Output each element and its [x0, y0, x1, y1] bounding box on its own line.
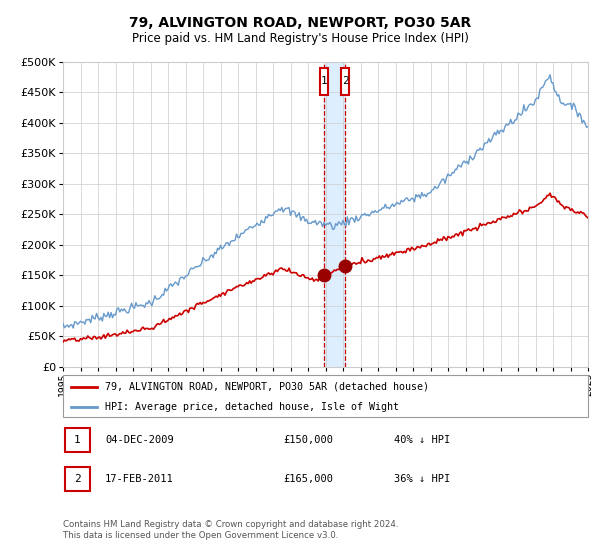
Text: Price paid vs. HM Land Registry's House Price Index (HPI): Price paid vs. HM Land Registry's House … [131, 32, 469, 45]
Text: 79, ALVINGTON ROAD, NEWPORT, PO30 5AR (detached house): 79, ALVINGTON ROAD, NEWPORT, PO30 5AR (d… [105, 381, 429, 391]
Text: £165,000: £165,000 [284, 474, 334, 484]
FancyBboxPatch shape [320, 68, 328, 95]
FancyBboxPatch shape [341, 68, 349, 95]
Text: HPI: Average price, detached house, Isle of Wight: HPI: Average price, detached house, Isle… [105, 402, 399, 412]
Text: 2: 2 [342, 76, 349, 86]
Text: 1: 1 [321, 76, 328, 86]
Text: 2: 2 [74, 474, 80, 484]
Text: This data is licensed under the Open Government Licence v3.0.: This data is licensed under the Open Gov… [63, 531, 338, 540]
Text: 1: 1 [74, 435, 80, 445]
FancyBboxPatch shape [65, 428, 90, 452]
FancyBboxPatch shape [65, 467, 90, 491]
Text: £150,000: £150,000 [284, 435, 334, 445]
Bar [324, 62, 345, 367]
Text: 04-DEC-2009: 04-DEC-2009 [105, 435, 174, 445]
Text: 17-FEB-2011: 17-FEB-2011 [105, 474, 174, 484]
Text: 40% ↓ HPI: 40% ↓ HPI [394, 435, 450, 445]
Text: 36% ↓ HPI: 36% ↓ HPI [394, 474, 450, 484]
Text: Contains HM Land Registry data © Crown copyright and database right 2024.: Contains HM Land Registry data © Crown c… [63, 520, 398, 529]
Text: 79, ALVINGTON ROAD, NEWPORT, PO30 5AR: 79, ALVINGTON ROAD, NEWPORT, PO30 5AR [129, 16, 471, 30]
FancyBboxPatch shape [63, 375, 588, 417]
